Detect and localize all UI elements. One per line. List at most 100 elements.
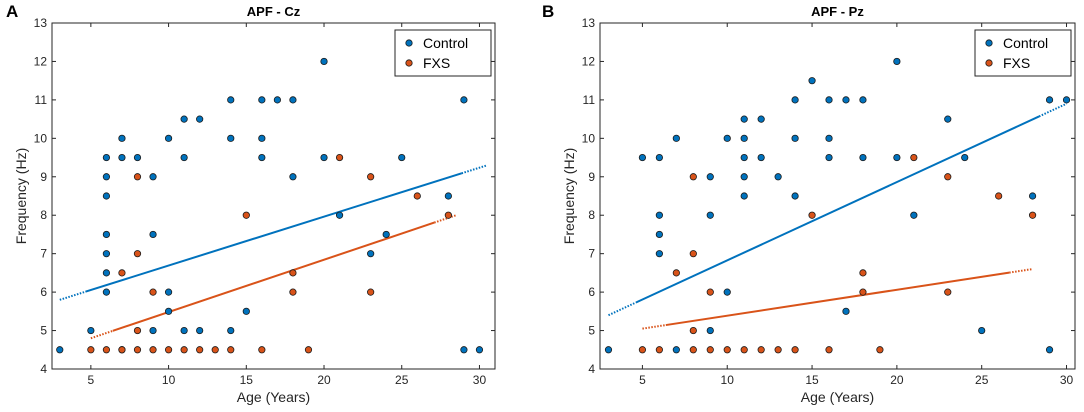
data-point-control xyxy=(180,326,188,335)
data-point-fxs xyxy=(149,346,157,354)
fit-line-start-fxs xyxy=(90,329,114,340)
x-axis-label: Age (Years) xyxy=(237,389,310,405)
fit-line-end-fxs xyxy=(433,214,457,224)
data-point-control xyxy=(149,173,157,181)
data-point-control xyxy=(740,134,748,142)
data-point-control xyxy=(258,96,266,104)
y-tick-label: 11 xyxy=(35,93,48,107)
x-axis-label: Age (Years) xyxy=(801,389,874,405)
data-point-control xyxy=(196,115,204,123)
data-point-fxs xyxy=(995,192,1003,200)
data-point-fxs xyxy=(444,211,452,219)
data-point-control xyxy=(842,307,850,315)
data-point-control xyxy=(825,134,833,142)
data-point-fxs xyxy=(227,346,235,354)
data-point-fxs xyxy=(655,346,663,354)
data-point-control xyxy=(56,346,64,354)
data-point-control xyxy=(655,230,663,239)
data-point-fxs xyxy=(910,153,918,162)
data-point-fxs xyxy=(133,173,142,181)
data-point-fxs xyxy=(258,346,266,354)
data-point-control xyxy=(273,96,281,104)
data-point-fxs xyxy=(723,346,731,354)
fit-line-control xyxy=(635,115,1040,304)
data-point-control xyxy=(180,153,188,162)
data-point-control xyxy=(164,134,173,142)
data-point-control xyxy=(859,96,867,104)
data-point-control xyxy=(87,326,95,335)
data-point-control xyxy=(723,134,731,142)
data-point-control xyxy=(398,153,406,162)
x-tick-label: 20 xyxy=(317,373,331,387)
legend-marker-fxs xyxy=(405,59,413,67)
data-point-fxs xyxy=(413,192,421,200)
data-point-control xyxy=(638,153,647,162)
panel-label-a: A xyxy=(6,2,19,21)
legend-label-control: Control xyxy=(423,35,468,51)
data-point-control xyxy=(893,57,901,66)
data-point-control xyxy=(102,269,111,277)
y-axis-label: Frequency (Hz) xyxy=(13,148,29,244)
data-point-control xyxy=(791,192,799,200)
data-point-control xyxy=(1045,346,1054,354)
y-tick-label: 7 xyxy=(40,247,47,261)
data-point-fxs xyxy=(706,346,714,354)
data-point-control xyxy=(149,230,157,239)
x-tick-label: 10 xyxy=(162,373,176,387)
data-point-control xyxy=(825,96,833,104)
data-point-fxs xyxy=(304,346,313,354)
data-point-control xyxy=(791,134,799,142)
data-point-fxs xyxy=(825,346,833,354)
data-point-control xyxy=(102,230,111,239)
y-tick-label: 4 xyxy=(40,362,47,376)
fit-line-end-control xyxy=(1038,102,1067,118)
data-point-control xyxy=(118,134,126,142)
data-point-fxs xyxy=(180,346,188,354)
data-point-control xyxy=(335,211,344,219)
data-point-fxs xyxy=(289,288,297,296)
data-point-fxs xyxy=(689,173,697,181)
fit-line-start-control xyxy=(59,290,86,301)
chart-apf-cz: 4 5 6 7 8 9 10 11 12 13 5 10 15 20 25 30 APF - Cz Age (Ye… xyxy=(13,4,496,405)
chart-apf-pz: 4 5 6 7 8 9 10 11 12 13 5 10 15 20 25 30 APF - Pz Age (Ye… xyxy=(561,4,1076,405)
x-tick-label: 10 xyxy=(721,373,735,387)
y-tick-label: 13 xyxy=(582,16,596,30)
chart-title: APF - Pz xyxy=(811,4,864,19)
data-point-control xyxy=(258,134,266,142)
data-point-fxs xyxy=(944,173,952,181)
data-point-control xyxy=(893,153,901,162)
fit-line-control xyxy=(85,172,462,293)
data-point-fxs xyxy=(757,346,765,354)
legend-label-fxs: FXS xyxy=(1003,55,1030,71)
data-point-fxs xyxy=(1028,211,1037,219)
x-tick-label: 20 xyxy=(890,373,904,387)
data-point-control xyxy=(242,307,250,315)
fit-line-start-control xyxy=(608,301,637,317)
x-tick-label: 25 xyxy=(395,373,409,387)
data-point-control xyxy=(961,153,969,162)
data-point-control xyxy=(460,96,468,104)
data-point-control xyxy=(102,173,111,181)
legend-marker-control xyxy=(405,39,413,47)
fit-line-fxs xyxy=(665,271,1010,327)
data-point-control xyxy=(825,153,833,162)
data-point-control xyxy=(757,153,765,162)
legend-marker-control xyxy=(985,39,993,47)
data-point-control xyxy=(706,173,714,181)
y-tick-label: 6 xyxy=(588,285,595,299)
data-point-control xyxy=(289,173,297,181)
data-point-control xyxy=(444,192,452,200)
data-point-control xyxy=(723,288,731,296)
data-point-control xyxy=(740,192,748,200)
data-point-control xyxy=(102,153,111,162)
data-point-control xyxy=(910,211,918,219)
data-point-fxs xyxy=(87,346,95,354)
data-point-fxs xyxy=(740,346,748,354)
y-tick-label: 10 xyxy=(582,131,596,145)
data-point-fxs xyxy=(289,269,297,277)
data-point-control xyxy=(258,153,266,162)
data-point-control xyxy=(460,346,468,354)
data-point-fxs xyxy=(689,250,697,258)
data-point-control xyxy=(978,326,986,335)
data-point-control xyxy=(655,211,663,219)
